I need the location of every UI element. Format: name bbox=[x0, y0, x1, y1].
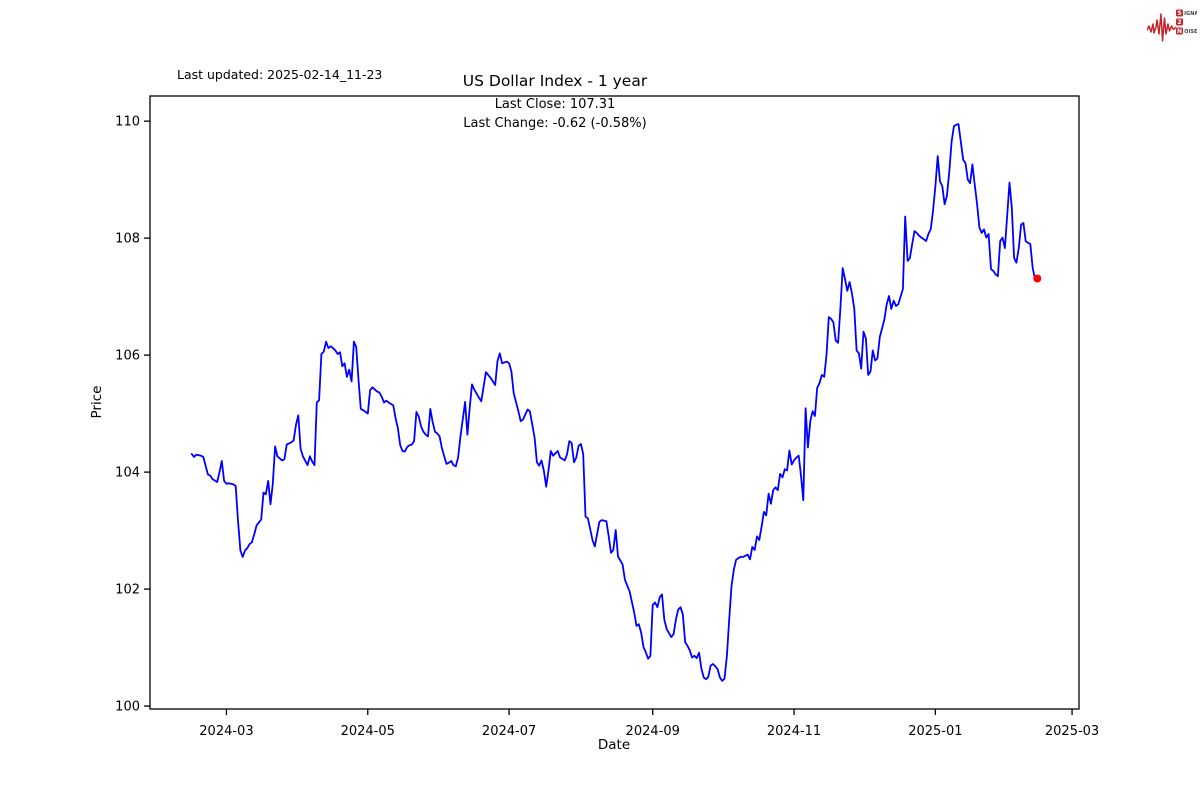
x-tick-label: 2024-11 bbox=[767, 724, 821, 739]
x-tick-label: 2025-01 bbox=[908, 724, 962, 739]
logo-wordmark: S IGNAL 2 N OISE bbox=[1176, 9, 1197, 35]
x-tick-label: 2024-09 bbox=[626, 724, 680, 739]
x-tick-label: 2024-03 bbox=[199, 724, 253, 739]
logo-s-letter: S bbox=[1177, 10, 1181, 17]
logo-n-letter: N bbox=[1177, 28, 1182, 35]
last-updated-text: Last updated: 2025-02-14_11-23 bbox=[177, 67, 383, 82]
y-axis-label: Price bbox=[89, 385, 105, 419]
y-tick-label: 106 bbox=[115, 349, 140, 364]
price-line bbox=[190, 123, 1039, 682]
y-tick-label: 104 bbox=[115, 466, 140, 481]
y-tick-label: 110 bbox=[115, 115, 140, 130]
logo-s-box bbox=[1176, 9, 1183, 17]
axes-frame bbox=[149, 95, 1080, 710]
last-close-text: Last Close: 107.31 bbox=[494, 97, 616, 112]
x-tick-label: 2025-03 bbox=[1045, 724, 1099, 739]
chart-title: US Dollar Index - 1 year bbox=[462, 72, 648, 90]
logo-word1-rest: IGNAL bbox=[1184, 11, 1197, 17]
last-price-marker bbox=[1033, 274, 1042, 283]
y-tick-label: 102 bbox=[115, 583, 140, 598]
signal2noise-logo: S IGNAL 2 N OISE bbox=[1147, 9, 1197, 42]
logo-2-box bbox=[1176, 18, 1183, 26]
x-tick-label: 2024-05 bbox=[341, 724, 395, 739]
annotation-block: Last Close: 107.31 Last Change: -0.62 (-… bbox=[463, 95, 646, 133]
waveform-icon bbox=[1147, 13, 1177, 42]
y-tick-label: 108 bbox=[115, 232, 140, 247]
y-tick-label: 100 bbox=[115, 700, 140, 715]
x-tick-label: 2024-07 bbox=[482, 724, 536, 739]
logo-2-letter: 2 bbox=[1177, 19, 1181, 26]
last-change-text: Last Change: -0.62 (-0.58%) bbox=[463, 116, 647, 131]
logo-n-box bbox=[1176, 27, 1183, 35]
x-axis-label: Date bbox=[597, 737, 631, 753]
logo-word2-rest: OISE bbox=[1184, 29, 1197, 35]
